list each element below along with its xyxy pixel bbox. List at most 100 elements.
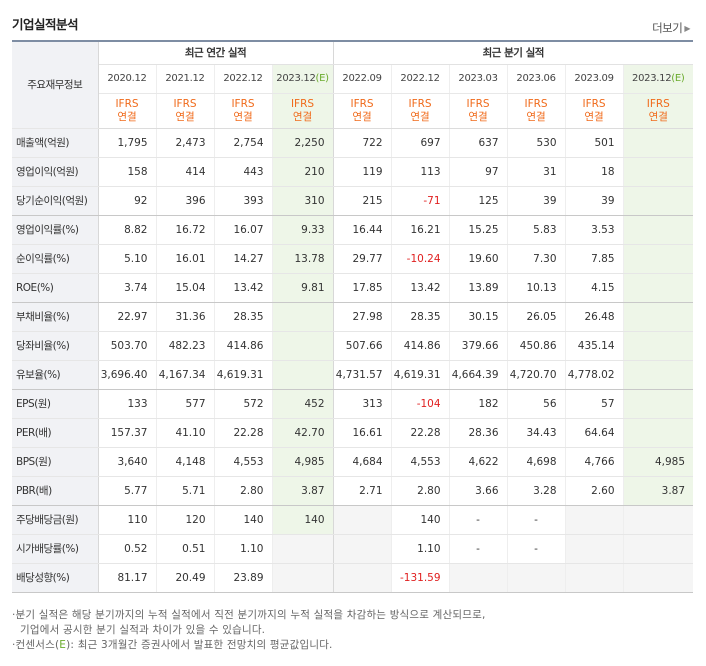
table-row: ROE(%) 3.74 15.04 13.42 9.81 17.85 13.42 13.89 1… [12,273,694,303]
table-cell: 30.15 [448,302,508,332]
row-label: BPS(원) [12,447,99,477]
table-cell: 414.86 [390,331,450,361]
period-header: 2023.03 [448,64,508,94]
financial-table: 주요재무정보 최근 연간 실적 최근 분기 실적 2020.12 2021.12 2… [12,40,694,593]
row-label: 시가배당률(%) [12,534,99,564]
table-row: BPS(원) 3,640 4,148 4,553 4,985 4,684 4,553 4,62… [12,447,694,477]
table-cell: 92 [97,186,156,216]
table-cell: 2,250 [271,128,334,158]
table-cell: 4,553 [390,447,450,477]
table-cell: 140 [390,505,450,535]
table-cell: 379.66 [448,331,508,361]
period-label: 2023.12 [632,73,672,84]
row-label: 영업이익(억원) [12,157,99,187]
report-type-header: IFRS 연결 [98,93,156,129]
table-row: 영업이익(억원) 158 414 443 210 119 113 97 31 18 [12,157,694,187]
period-header: 2022.09 [332,64,392,94]
row-label-header: 주요재무정보 [12,41,99,129]
table-cell [622,157,694,187]
table-cell: 2,754 [213,128,272,158]
table-cell: 501 [564,128,624,158]
table-cell: 125 [448,186,508,216]
period-header: 2020.12 [98,64,156,94]
table-cell: 13.89 [448,273,508,303]
table-cell: -131.59 [390,563,450,593]
table-cell: 9.33 [271,215,334,245]
table-row: 당기순이익(억원) 92 396 393 310 215 -71 125 39 39 [12,186,694,216]
annual-group-header: 최근 연간 실적 [98,41,334,65]
table-cell: 4,766 [564,447,624,477]
period-label: 2023.06 [516,73,556,84]
table-cell: 15.04 [155,273,214,303]
table-cell [271,302,334,332]
table-cell: 3.53 [564,215,624,245]
table-cell: 310 [271,186,334,216]
table-cell: 39 [506,186,566,216]
report-type-header: IFRS 연결 [155,93,214,129]
table-cell: 3,640 [97,447,156,477]
table-cell: 4,731.57 [332,360,392,390]
more-label: 더보기 [652,21,683,35]
table-cell: 393 [213,186,272,216]
table-row: 주당배당금(원) 110 120 140 140 140- - [12,505,694,535]
table-cell: 4,553 [213,447,272,477]
table-cell: 5.77 [97,476,156,506]
table-cell [271,360,334,390]
table-cell: 4,985 [622,447,694,477]
table-cell: 7.30 [506,244,566,274]
table-cell: 133 [97,389,156,419]
table-row: 시가배당률(%) 0.52 0.51 1.10 1.10- - [12,534,694,564]
table-cell: 435.14 [564,331,624,361]
table-cell: 81.17 [97,563,156,593]
table-cell: 113 [390,157,450,187]
table-cell [271,331,334,361]
period-header: 2023.09 [564,64,624,94]
more-link[interactable]: 더보기 ▶ [652,20,690,36]
period-header: 2023.06 [506,64,566,94]
period-label: 2020.12 [107,73,147,84]
table-cell: 2.60 [564,476,624,506]
table-cell: 140 [271,505,334,535]
table-cell: 0.52 [97,534,156,564]
period-label: 2023.12 [276,73,316,84]
report-type-row: IFRS 연결 IFRS 연결 IFRS 연결 IFRS 연결 IFRS 연결 IFRS 연결 IFRS… [12,93,694,129]
footnotes: ·분기 실적은 해당 분기까지의 누적 실적에서 직전 분기까지의 누적 실적을… [12,608,486,653]
table-cell [622,563,694,593]
table-cell [622,360,694,390]
row-label: 유보율(%) [12,360,99,390]
table-cell: 2.71 [332,476,392,506]
row-label: 주당배당금(원) [12,505,99,535]
table-cell [622,302,694,332]
period-header: 2021.12 [155,64,214,94]
table-cell: -104 [390,389,450,419]
table-cell: 140 [213,505,272,535]
table-cell: 396 [155,186,214,216]
table-row: 순이익률(%) 5.10 16.01 14.27 13.78 29.77 -10.24 19.… [12,244,694,274]
table-cell: 5.10 [97,244,156,274]
row-label: 순이익률(%) [12,244,99,274]
table-cell: 5.71 [155,476,214,506]
table-cell: 110 [97,505,156,535]
table-cell: 157.37 [97,418,156,448]
table-cell: 158 [97,157,156,187]
table-cell [448,563,508,593]
table-cell: 313 [332,389,392,419]
table-cell: 4,148 [155,447,214,477]
table-cell: 56 [506,389,566,419]
table-cell: 4,698 [506,447,566,477]
table-cell: 4,167.34 [155,360,214,390]
table-cell: 414.86 [213,331,272,361]
table-cell: 64.64 [564,418,624,448]
report-type-header: IFRS 연결 [448,93,508,129]
table-cell: 2,473 [155,128,214,158]
table-cell: 16.61 [332,418,392,448]
table-cell: 57 [564,389,624,419]
table-cell: -71 [390,186,450,216]
report-type-header: IFRS 연결 [506,93,566,129]
table-cell: 28.36 [448,418,508,448]
report-type-header: IFRS 연결 [622,93,694,129]
table-cell [622,273,694,303]
table-cell: 4.15 [564,273,624,303]
table-cell [622,244,694,274]
table-cell: 3,696.40 [97,360,156,390]
